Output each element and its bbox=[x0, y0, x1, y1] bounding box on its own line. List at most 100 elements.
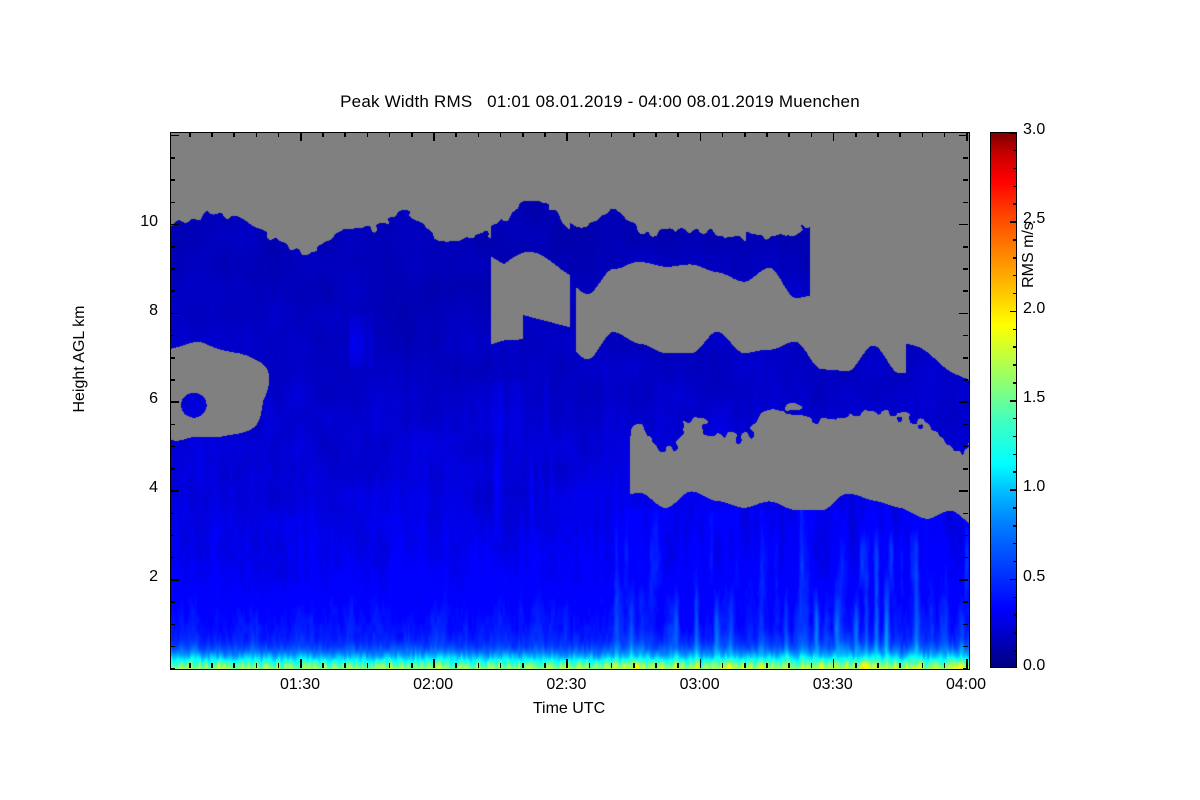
x-tick-top bbox=[633, 132, 635, 137]
x-tick-top bbox=[744, 132, 746, 137]
x-tick-bottom bbox=[322, 663, 324, 668]
y-tick-left bbox=[170, 223, 179, 226]
x-tick-top bbox=[766, 132, 768, 137]
y-tick-right bbox=[963, 423, 968, 426]
y-tick-left bbox=[170, 246, 175, 248]
heatmap-plot-area[interactable] bbox=[170, 132, 970, 670]
colorbar-tick bbox=[1013, 346, 1017, 348]
x-tick-label: 02:00 bbox=[413, 676, 454, 693]
x-tick-top bbox=[477, 132, 480, 137]
y-tick-right bbox=[959, 579, 968, 581]
x-tick-bottom bbox=[744, 663, 746, 668]
x-tick-bottom bbox=[588, 663, 591, 668]
colorbar-tick bbox=[1013, 453, 1017, 456]
x-tick-bottom bbox=[277, 663, 280, 668]
y-tick-left bbox=[170, 668, 175, 670]
colorbar-tick bbox=[1013, 382, 1017, 384]
x-tick-top bbox=[832, 132, 835, 141]
colorbar-tick-label: 0.0 bbox=[1023, 657, 1046, 674]
x-tick-bottom bbox=[655, 663, 657, 668]
colorbar-tick bbox=[1010, 310, 1017, 313]
x-tick-top bbox=[522, 132, 524, 137]
y-tick-label: 8 bbox=[149, 301, 158, 319]
y-tick-left bbox=[170, 357, 175, 359]
x-tick-label: 03:30 bbox=[812, 676, 853, 693]
colorbar-tick bbox=[1013, 417, 1017, 420]
x-tick-bottom bbox=[433, 659, 435, 668]
x-tick-bottom bbox=[855, 663, 857, 668]
y-tick-left bbox=[170, 157, 175, 159]
x-tick-top bbox=[655, 132, 657, 137]
x-tick-label: 03:00 bbox=[679, 676, 720, 693]
x-tick-label: 01:30 bbox=[279, 676, 321, 693]
colorbar-tick bbox=[1010, 578, 1017, 581]
y-tick-right bbox=[959, 134, 968, 137]
y-tick-left bbox=[170, 401, 179, 403]
colorbar-tick bbox=[1010, 221, 1017, 223]
x-tick-bottom bbox=[233, 663, 235, 668]
colorbar-tick bbox=[1013, 650, 1017, 652]
y-tick-left bbox=[170, 645, 175, 648]
y-axis-label: Height AGL km bbox=[71, 305, 88, 413]
x-tick-bottom bbox=[544, 663, 546, 668]
x-tick-top bbox=[610, 132, 613, 137]
x-tick-bottom bbox=[610, 663, 613, 668]
colorbar-tick bbox=[1010, 400, 1017, 402]
colorbar[interactable] bbox=[990, 132, 1017, 668]
x-tick-bottom bbox=[477, 663, 480, 668]
y-tick-left bbox=[170, 201, 175, 204]
y-tick-right bbox=[963, 246, 968, 248]
colorbar-tick-label: 1.5 bbox=[1023, 389, 1046, 406]
x-tick-bottom bbox=[921, 663, 924, 668]
y-tick-left bbox=[170, 579, 179, 581]
y-tick-right bbox=[963, 601, 968, 603]
chart-title: Peak Width RMS 01:01 08.01.2019 - 04:00 … bbox=[340, 92, 860, 111]
colorbar-tick bbox=[1013, 632, 1017, 634]
y-tick-right bbox=[963, 668, 968, 670]
colorbar-tick bbox=[1013, 596, 1017, 599]
y-tick-label: 2 bbox=[149, 568, 158, 586]
x-tick-top bbox=[588, 132, 591, 137]
y-tick-right bbox=[963, 534, 968, 537]
x-tick-top bbox=[255, 132, 258, 137]
colorbar-tick bbox=[1013, 471, 1017, 473]
x-tick-top bbox=[788, 132, 790, 137]
x-tick-top bbox=[388, 132, 391, 137]
colorbar-tick-label: 3.0 bbox=[1023, 121, 1046, 138]
x-tick-top bbox=[721, 132, 724, 137]
x-tick-bottom bbox=[699, 659, 702, 668]
x-tick-top bbox=[877, 132, 879, 137]
colorbar-tick-label: 1.0 bbox=[1023, 478, 1046, 496]
x-tick-bottom bbox=[966, 659, 968, 668]
colorbar-tick bbox=[1013, 257, 1017, 259]
x-tick-bottom bbox=[499, 663, 502, 668]
colorbar-tick bbox=[1013, 185, 1017, 188]
y-tick-right bbox=[963, 268, 968, 270]
colorbar-tick bbox=[1013, 364, 1017, 366]
x-tick-bottom bbox=[300, 659, 302, 668]
colorbar-tick bbox=[1013, 614, 1017, 616]
colorbar-tick bbox=[1013, 149, 1017, 152]
colorbar-tick bbox=[1013, 239, 1017, 241]
y-tick-left bbox=[170, 512, 175, 515]
x-tick-bottom bbox=[522, 663, 524, 668]
y-tick-left bbox=[170, 134, 179, 137]
x-tick-top bbox=[855, 132, 857, 137]
x-tick-bottom bbox=[943, 663, 946, 668]
x-tick-top bbox=[566, 132, 568, 141]
x-tick-label: 02:30 bbox=[546, 676, 587, 693]
x-tick-bottom bbox=[633, 663, 635, 668]
y-tick-right bbox=[959, 312, 968, 315]
x-tick-bottom bbox=[677, 663, 679, 668]
colorbar-tick bbox=[1013, 542, 1017, 545]
x-tick-bottom bbox=[566, 659, 568, 668]
colorbar-tick-label: 0.5 bbox=[1023, 567, 1046, 585]
colorbar-tick-label: 2.0 bbox=[1023, 299, 1046, 317]
y-tick-right bbox=[963, 556, 968, 559]
x-tick-bottom bbox=[721, 663, 724, 668]
y-tick-left bbox=[170, 179, 175, 181]
y-tick-left bbox=[170, 423, 175, 426]
x-tick-bottom bbox=[788, 663, 790, 668]
y-tick-left bbox=[170, 534, 175, 537]
x-tick-top bbox=[322, 132, 324, 137]
